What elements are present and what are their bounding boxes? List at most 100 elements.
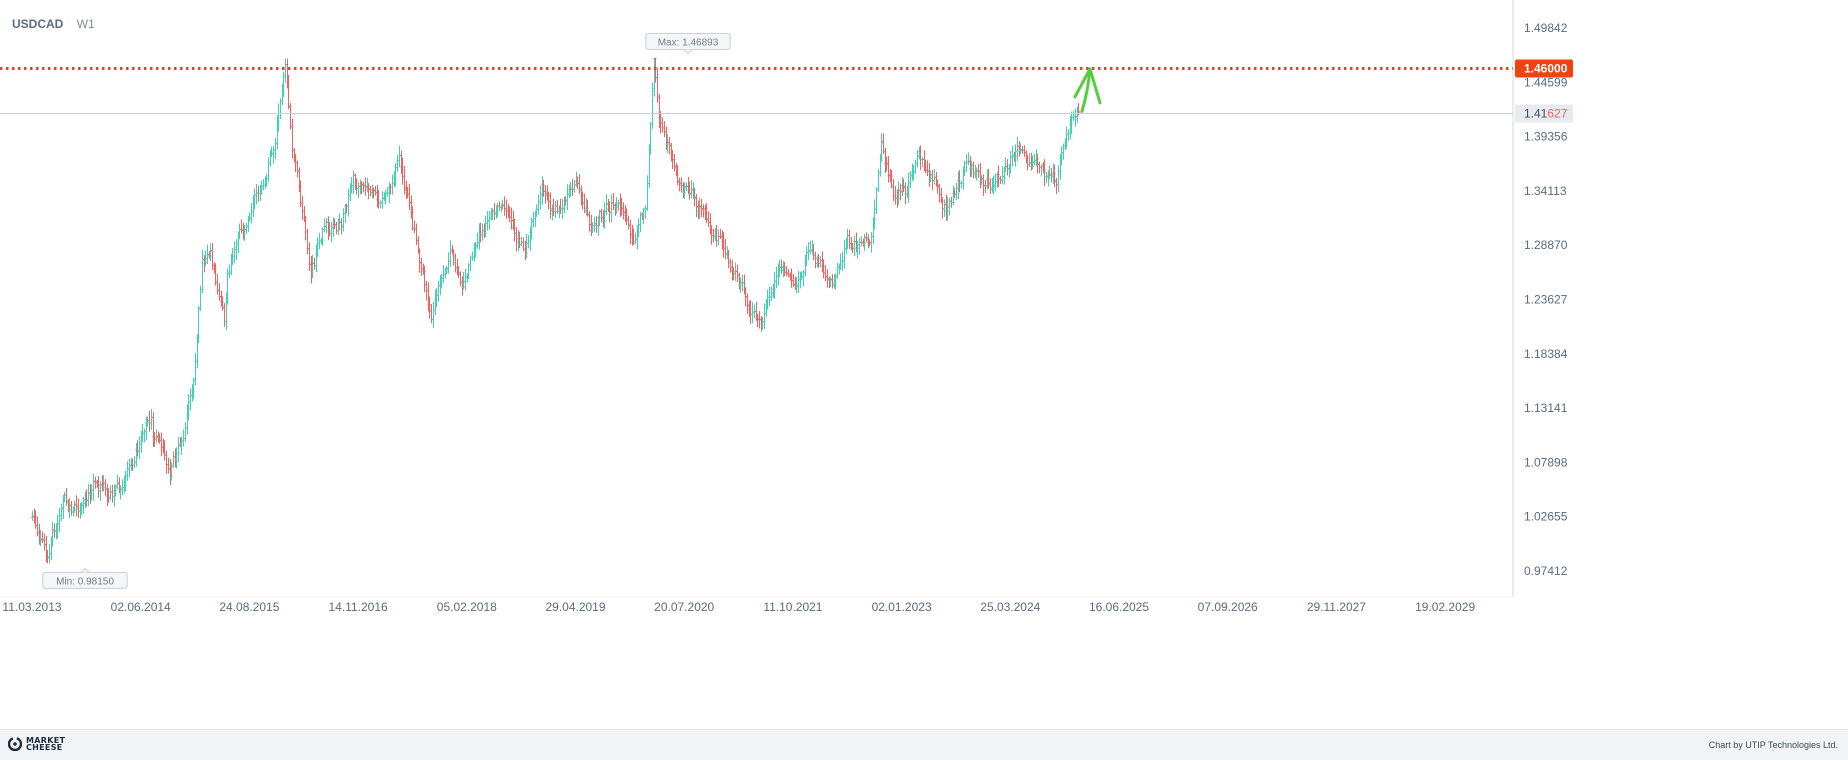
ohlc-bar (874, 187, 879, 215)
ohlc-bar (91, 473, 96, 501)
ohlc-bar (976, 164, 981, 178)
max-price-label-pointer (683, 49, 693, 55)
ohlc-bar (1027, 153, 1032, 168)
brand-line-1: MARKET (26, 736, 66, 745)
brand-line-2: CHEESE (26, 743, 63, 752)
ohlc-bar (448, 240, 453, 267)
ohlc-bar (227, 264, 232, 279)
ohlc-bar (217, 283, 222, 301)
ohlc-bar (149, 408, 154, 430)
ohlc-bar (913, 159, 918, 174)
timeframe-label[interactable]: W1 (76, 17, 95, 31)
ohlc-bar (234, 238, 239, 260)
ohlc-bar (322, 218, 327, 233)
ohlc-bar (981, 174, 986, 196)
ohlc-bar (115, 474, 120, 489)
ohlc-bar (1005, 159, 1010, 176)
ohlc-bar (1044, 172, 1049, 184)
ohlc-bar (840, 251, 845, 271)
x-tick-label: 11.10.2021 (763, 600, 822, 614)
ohlc-bar (857, 237, 862, 255)
y-tick-label: 1.49842 (1524, 21, 1568, 35)
ohlc-bar (959, 180, 964, 189)
ohlc-bar (436, 281, 441, 302)
ohlc-bar (290, 118, 295, 159)
x-tick-label: 19.02.2029 (1415, 600, 1475, 614)
ohlc-bar (385, 186, 390, 197)
ohlc-bar (451, 249, 456, 266)
ohlc-bar (64, 487, 69, 506)
ohlc-bar (886, 156, 891, 183)
ohlc-bar (200, 249, 205, 294)
arrow-head (1073, 67, 1102, 105)
ohlc-bar (786, 268, 791, 278)
ohlc-bar (881, 133, 886, 154)
ohlc-bar (526, 234, 531, 249)
ohlc-bar (470, 251, 475, 261)
price-axis[interactable]: 1.49842 1.44599 1.39356 1.34113 1.28870 1.236… (1512, 0, 1573, 597)
arrow-annotation[interactable] (1073, 67, 1102, 113)
ohlc-bar (723, 238, 728, 260)
ohlc-bar (1056, 165, 1061, 193)
ohlc-bar (869, 232, 874, 253)
ohlc-bar (937, 183, 942, 203)
x-tick-label: 11.03.2013 (2, 600, 61, 614)
ohlc-bar (616, 199, 621, 212)
ohlc-bar (570, 179, 575, 197)
ohlc-bar (312, 257, 317, 270)
ohlc-bar (808, 240, 813, 254)
ohlc-bar (395, 155, 400, 172)
ohlc-bar (660, 117, 665, 133)
ohlc-bar (458, 271, 463, 287)
ohlc-bar (171, 451, 176, 468)
ohlc-bar (300, 195, 305, 220)
ohlc-bar (125, 461, 130, 481)
brand-logo[interactable]: MARKET CHEESE (8, 736, 66, 752)
ohlc-bar (487, 211, 492, 230)
current-price-label: 1.41627 (1524, 107, 1568, 121)
ohlc-bar (1022, 145, 1027, 158)
ohlc-bar (127, 459, 132, 478)
brand-name: MARKET CHEESE (26, 736, 66, 752)
ohlc-bar (543, 185, 548, 204)
ohlc-bar (1071, 110, 1076, 121)
x-tick-label: 07.09.2026 (1198, 600, 1258, 614)
ohlc-bar (30, 510, 35, 522)
ohlc-bar (774, 266, 779, 289)
ohlc-bar (283, 58, 288, 83)
ohlc-bar (565, 184, 570, 211)
ohlc-bar (137, 436, 142, 460)
ohlc-bar (502, 196, 507, 216)
ohlc-bar (745, 293, 750, 315)
ohlc-bar (915, 149, 920, 168)
ohlc-bar (735, 264, 740, 282)
chart-overlays: Max: 1.46893 Min: 0.98150 (0, 33, 1513, 589)
ohlc-bar (159, 432, 164, 457)
ohlc-bar (662, 121, 667, 138)
ohlc-bar (86, 484, 91, 507)
time-axis[interactable]: 11.03.2013 02.06.2014 24.08.2015 14.11.2016… (0, 596, 1513, 614)
ohlc-bar (621, 202, 626, 220)
max-price-label-text: Max: 1.46893 (658, 38, 719, 49)
ohlc-bar (536, 194, 541, 215)
ohlc-bar (307, 242, 312, 271)
ohlc-bar (504, 199, 509, 219)
level-price-tag (1515, 59, 1573, 78)
ohlc-bar (176, 436, 181, 463)
ohlc-bar (183, 422, 188, 443)
ohlc-bar (672, 154, 677, 172)
ohlc-bar (689, 180, 694, 198)
chart-credit[interactable]: Chart by UTIP Technologies Ltd. (1708, 740, 1838, 750)
ohlc-bar (378, 200, 383, 209)
x-tick-label: 14.11.2016 (329, 600, 388, 614)
ohlc-bar (716, 229, 721, 246)
ohlc-bar (193, 352, 198, 386)
cheese-logo-icon (8, 737, 22, 751)
ohlc-bar (718, 228, 723, 240)
ohlc-bar (356, 182, 361, 198)
ohlc-bar (694, 193, 699, 218)
ohlc-bar (728, 258, 733, 273)
ohlc-bar (295, 160, 300, 178)
